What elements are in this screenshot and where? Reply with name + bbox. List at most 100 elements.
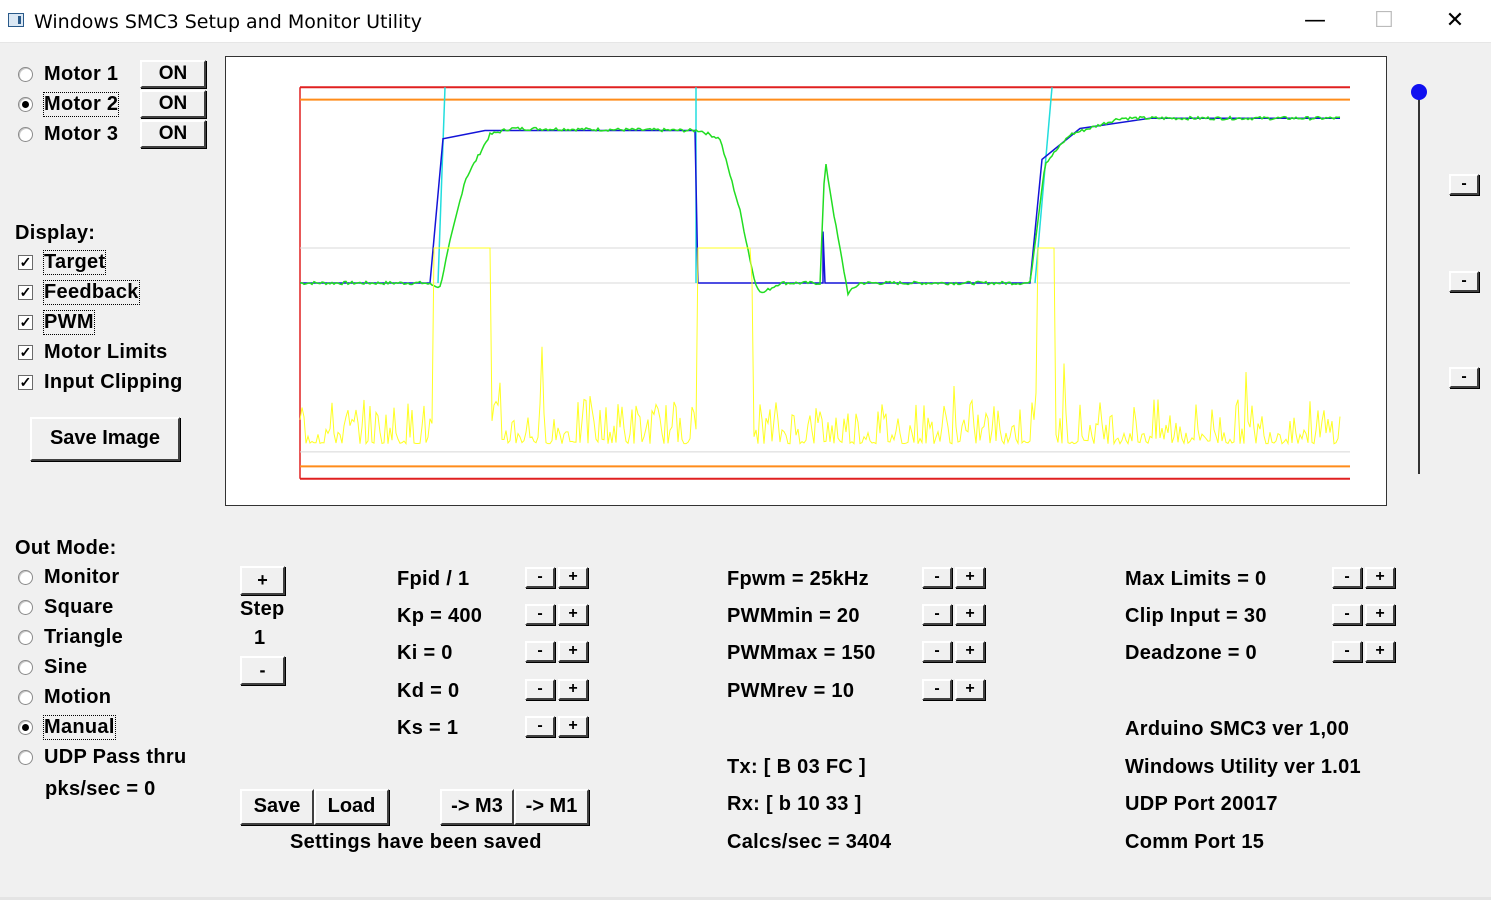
chart-panel bbox=[225, 56, 1387, 506]
mode-manual-label: Manual bbox=[43, 715, 116, 740]
minimize-button[interactable]: — bbox=[1304, 8, 1326, 33]
app-icon bbox=[8, 13, 24, 27]
deadzone-minus-button[interactable]: - bbox=[1332, 641, 1362, 662]
feedback-label: Feedback bbox=[43, 280, 140, 305]
mode-square-radio[interactable] bbox=[18, 600, 33, 615]
pwmmax-plus-button[interactable]: + bbox=[955, 641, 985, 662]
clip-input-minus-button[interactable]: - bbox=[1332, 604, 1362, 625]
chart-plot bbox=[299, 86, 1350, 480]
kd-minus-button[interactable]: - bbox=[525, 679, 555, 700]
side-minus-button-2[interactable]: - bbox=[1449, 271, 1479, 292]
clip-input-label: Clip Input = 30 bbox=[1125, 605, 1267, 627]
pwmmax-label: PWMmax = 150 bbox=[727, 642, 876, 664]
mode-manual-radio[interactable] bbox=[18, 720, 33, 735]
tx-status: Tx: [ B 03 FC ] bbox=[727, 756, 866, 778]
mode-triangle-radio[interactable] bbox=[18, 630, 33, 645]
max-limits-plus-button[interactable]: + bbox=[1365, 567, 1395, 588]
copy-to-m3-button[interactable]: -> M3 bbox=[440, 789, 514, 825]
settings-status: Settings have been saved bbox=[290, 831, 542, 853]
mode-udp-label: UDP Pass thru bbox=[44, 746, 187, 768]
save-image-button[interactable]: Save Image bbox=[30, 417, 180, 461]
motor-2-radio[interactable] bbox=[18, 97, 33, 112]
step-value: 1 bbox=[254, 627, 266, 649]
pwmrev-plus-button[interactable]: + bbox=[955, 679, 985, 700]
input-clipping-checkbox[interactable]: ✓ bbox=[18, 374, 33, 390]
motor-3-on-button[interactable]: ON bbox=[140, 120, 206, 148]
kd-label: Kd = 0 bbox=[397, 680, 460, 702]
pwm-checkbox[interactable]: ✓ bbox=[18, 314, 33, 330]
motor-3-radio[interactable] bbox=[18, 127, 33, 142]
pwm-series-line bbox=[299, 247, 1341, 446]
title-bar: Windows SMC3 Setup and Monitor Utility —… bbox=[0, 0, 1491, 43]
pwm-label: PWM bbox=[43, 310, 95, 335]
window-title: Windows SMC3 Setup and Monitor Utility bbox=[34, 11, 422, 33]
side-minus-button-1[interactable]: - bbox=[1449, 174, 1479, 195]
ki-minus-button[interactable]: - bbox=[525, 641, 555, 662]
fpid-minus-button[interactable]: - bbox=[525, 567, 555, 588]
load-button[interactable]: Load bbox=[314, 789, 389, 825]
fpwm-label: Fpwm = 25kHz bbox=[727, 568, 869, 590]
pwmmin-label: PWMmin = 20 bbox=[727, 605, 860, 627]
save-button[interactable]: Save bbox=[240, 789, 314, 825]
slider-thumb[interactable] bbox=[1411, 84, 1427, 100]
fpid-plus-button[interactable]: + bbox=[558, 567, 588, 588]
deadzone-plus-button[interactable]: + bbox=[1365, 641, 1395, 662]
calcs-status: Calcs/sec = 3404 bbox=[727, 831, 892, 853]
target-checkbox[interactable]: ✓ bbox=[18, 254, 33, 270]
fpid-label: Fpid / 1 bbox=[397, 568, 470, 590]
ki-plus-button[interactable]: + bbox=[558, 641, 588, 662]
motor-limits-checkbox[interactable]: ✓ bbox=[18, 344, 33, 360]
kp-plus-button[interactable]: + bbox=[558, 604, 588, 625]
maximize-button[interactable]: ☐ bbox=[1374, 8, 1394, 33]
mode-monitor-radio[interactable] bbox=[18, 570, 33, 585]
comm-port: Comm Port 15 bbox=[1125, 831, 1265, 853]
mode-sine-label: Sine bbox=[44, 656, 88, 678]
copy-to-m1-button[interactable]: -> M1 bbox=[514, 789, 589, 825]
motor-3-label: Motor 3 bbox=[44, 123, 119, 145]
ks-plus-button[interactable]: + bbox=[558, 716, 588, 737]
clip-input-plus-button[interactable]: + bbox=[1365, 604, 1395, 625]
pwmmin-minus-button[interactable]: - bbox=[922, 604, 952, 625]
input-clipping-label: Input Clipping bbox=[44, 371, 183, 393]
motor-2-label: Motor 2 bbox=[42, 92, 120, 117]
fpwm-plus-button[interactable]: + bbox=[955, 567, 985, 588]
kp-minus-button[interactable]: - bbox=[525, 604, 555, 625]
max-limits-label: Max Limits = 0 bbox=[1125, 568, 1267, 590]
step-label: Step bbox=[240, 598, 285, 620]
motor-2-on-button[interactable]: ON bbox=[140, 90, 206, 118]
motor-limits-label: Motor Limits bbox=[44, 341, 168, 363]
close-button[interactable]: ✕ bbox=[1445, 8, 1465, 33]
mode-udp-radio[interactable] bbox=[18, 750, 33, 765]
mode-motion-radio[interactable] bbox=[18, 690, 33, 705]
kd-plus-button[interactable]: + bbox=[558, 679, 588, 700]
fpwm-minus-button[interactable]: - bbox=[922, 567, 952, 588]
clip-spike-1 bbox=[437, 87, 446, 284]
pwmmin-plus-button[interactable]: + bbox=[955, 604, 985, 625]
deadzone-label: Deadzone = 0 bbox=[1125, 642, 1257, 664]
slider-track[interactable] bbox=[1418, 92, 1420, 474]
mode-sine-radio[interactable] bbox=[18, 660, 33, 675]
pks-per-sec: pks/sec = 0 bbox=[45, 778, 156, 800]
mode-motion-label: Motion bbox=[44, 686, 112, 708]
ks-minus-button[interactable]: - bbox=[525, 716, 555, 737]
pwmrev-minus-button[interactable]: - bbox=[922, 679, 952, 700]
out-mode-heading: Out Mode: bbox=[15, 537, 117, 559]
motor-1-label: Motor 1 bbox=[44, 63, 119, 85]
arduino-version: Arduino SMC3 ver 1,00 bbox=[1125, 718, 1350, 740]
max-limits-minus-button[interactable]: - bbox=[1332, 567, 1362, 588]
mode-monitor-label: Monitor bbox=[44, 566, 120, 588]
motor-1-radio[interactable] bbox=[18, 67, 33, 82]
pwmmax-minus-button[interactable]: - bbox=[922, 641, 952, 662]
display-heading: Display: bbox=[15, 222, 96, 244]
step-plus-button[interactable]: + bbox=[240, 566, 285, 595]
target-label: Target bbox=[42, 250, 107, 275]
kp-label: Kp = 400 bbox=[397, 605, 483, 627]
feedback-series-line bbox=[299, 115, 1341, 297]
rx-status: Rx: [ b 10 33 ] bbox=[727, 793, 862, 815]
feedback-checkbox[interactable]: ✓ bbox=[18, 284, 33, 300]
side-minus-button-3[interactable]: - bbox=[1449, 367, 1479, 388]
motor-1-on-button[interactable]: ON bbox=[140, 60, 206, 88]
step-minus-button[interactable]: - bbox=[240, 656, 285, 685]
ki-label: Ki = 0 bbox=[397, 642, 453, 664]
target-series-line bbox=[300, 117, 1340, 284]
